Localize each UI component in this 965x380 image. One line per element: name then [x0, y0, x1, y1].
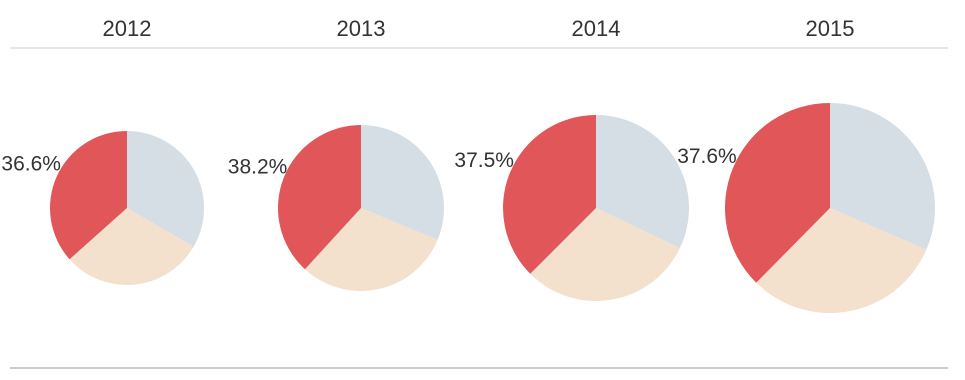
- pie-slice: [361, 125, 444, 241]
- pie-slice: [69, 208, 194, 286]
- value-label: 37.6%: [677, 145, 737, 168]
- pie-slice: [49, 131, 127, 260]
- value-label: 38.2%: [228, 155, 288, 178]
- pie-slice: [304, 208, 438, 291]
- value-label: 36.6%: [1, 153, 61, 176]
- pie-title: 2013: [337, 16, 386, 41]
- pie-slice: [503, 115, 596, 274]
- value-label: 37.5%: [454, 149, 514, 172]
- pie-slice: [756, 208, 927, 314]
- pie-title: 2014: [572, 16, 621, 41]
- pie-title: 2015: [806, 16, 855, 41]
- pie-slice: [830, 103, 935, 250]
- pie-slice: [530, 208, 680, 301]
- pie-slice: [725, 103, 830, 283]
- pie-slice: [596, 115, 689, 249]
- pie-slice: [127, 131, 205, 247]
- pie-title: 2012: [103, 16, 152, 41]
- pie-slice: [278, 125, 361, 270]
